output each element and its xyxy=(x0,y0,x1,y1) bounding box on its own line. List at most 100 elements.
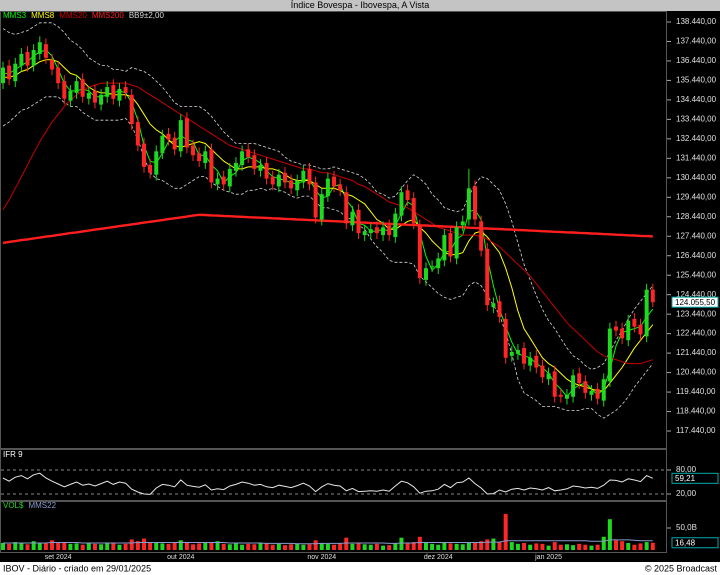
candle-body xyxy=(154,151,159,175)
volume-bar xyxy=(105,542,110,550)
candle-body xyxy=(614,326,618,331)
volume-bar xyxy=(123,543,128,550)
last-value-label: 124.055,50 xyxy=(675,298,716,307)
candle-body xyxy=(111,85,116,99)
candle-body xyxy=(31,50,36,66)
volume-bar xyxy=(111,543,116,550)
candle-body xyxy=(528,357,533,366)
volume-bar xyxy=(246,543,251,550)
y-tick-label: 137.440,00 xyxy=(676,37,717,46)
candle-body xyxy=(172,137,177,150)
y-tick-label: 131.440,00 xyxy=(676,153,717,162)
candle-body xyxy=(74,81,79,93)
candle-body xyxy=(632,318,637,327)
candle-body xyxy=(313,182,318,218)
volume-bar xyxy=(154,542,159,550)
candle-body xyxy=(552,371,557,397)
volume-bar xyxy=(552,542,557,550)
candle-body xyxy=(221,176,226,185)
volume-bar xyxy=(13,542,18,550)
candle-body xyxy=(509,351,514,356)
last-value-label: 16,48 xyxy=(675,538,696,547)
volume-bar xyxy=(184,542,189,550)
candle-body xyxy=(583,381,588,393)
x-tick-label: dez 2024 xyxy=(424,554,453,561)
volume-bar xyxy=(191,544,196,550)
volume-bar xyxy=(479,541,484,550)
candle-body xyxy=(240,151,245,165)
y-tick-label: 20,00 xyxy=(676,489,697,498)
y-tick-label: 126.440,00 xyxy=(676,251,717,260)
legend-label: MMS3 xyxy=(3,11,27,20)
candle-body xyxy=(442,235,447,261)
last-value-box xyxy=(671,537,719,549)
candle-body xyxy=(626,320,631,341)
candle-body xyxy=(601,379,606,401)
x-tick-label: nov 2024 xyxy=(307,554,336,561)
volume-bar xyxy=(332,544,337,550)
candle-body xyxy=(246,149,251,158)
candle-body xyxy=(148,164,153,173)
volume-bar xyxy=(86,542,91,550)
candle-body xyxy=(62,81,67,99)
candle-body xyxy=(430,266,435,268)
volume-bar xyxy=(338,543,343,550)
candle-body xyxy=(344,192,349,224)
candle-body xyxy=(233,163,238,171)
candle-body xyxy=(141,143,146,167)
candle-body xyxy=(282,172,287,183)
volume-bar xyxy=(497,542,502,550)
volume-bar xyxy=(558,544,563,550)
volume-bar xyxy=(197,543,202,550)
x-tick-label: out 2024 xyxy=(167,554,194,561)
volume-bar xyxy=(614,540,618,550)
candle-body xyxy=(92,90,97,103)
y-tick-label: 80,00 xyxy=(676,465,697,474)
volume-bar xyxy=(56,542,61,550)
candle-body xyxy=(454,227,459,259)
volume-bar xyxy=(1,542,5,550)
volume-bar xyxy=(264,543,269,550)
legend-label: BB9±2,00 xyxy=(129,11,165,20)
candle-body xyxy=(571,375,576,397)
y-tick-label: 129.440,00 xyxy=(676,192,717,201)
volume-bar xyxy=(546,545,551,550)
volume-bar xyxy=(387,545,392,550)
volume-bar xyxy=(374,543,379,550)
volume-bar xyxy=(313,540,318,550)
y-tick-label: 130.440,00 xyxy=(676,173,717,182)
volume-bar xyxy=(473,542,478,550)
volume-bar xyxy=(620,541,625,550)
y-tick-label: 138.440,00 xyxy=(676,17,717,26)
volume-bar xyxy=(405,542,410,550)
y-tick-label: 128.440,00 xyxy=(676,212,717,221)
volume-bar xyxy=(43,543,48,550)
volume-bar xyxy=(276,543,281,550)
last-value-label: 59,21 xyxy=(675,474,696,483)
candle-body xyxy=(86,92,91,99)
volume-bar xyxy=(466,542,471,550)
candle-body xyxy=(564,394,569,399)
volume-bar xyxy=(37,542,42,550)
price-panel xyxy=(0,11,667,449)
candle-body xyxy=(105,87,110,97)
volume-bar xyxy=(491,538,496,550)
candle-body xyxy=(135,122,140,146)
volume-bar xyxy=(203,542,208,550)
candle-body xyxy=(607,328,612,382)
candle-body xyxy=(13,63,18,82)
volume-bar xyxy=(50,540,55,550)
candle-body xyxy=(534,355,539,368)
volume-panel xyxy=(0,501,667,553)
volume-bar xyxy=(160,543,165,550)
candle-body xyxy=(423,268,428,280)
candle-body xyxy=(289,180,294,189)
candle-body xyxy=(319,194,324,220)
candle-body xyxy=(405,190,410,201)
volume-bar xyxy=(411,542,416,550)
candle-body xyxy=(485,248,490,306)
volume-bar xyxy=(129,539,134,550)
candle-body xyxy=(99,94,104,105)
volume-bar xyxy=(148,542,153,550)
y-tick-label: 118.440,00 xyxy=(676,407,716,416)
